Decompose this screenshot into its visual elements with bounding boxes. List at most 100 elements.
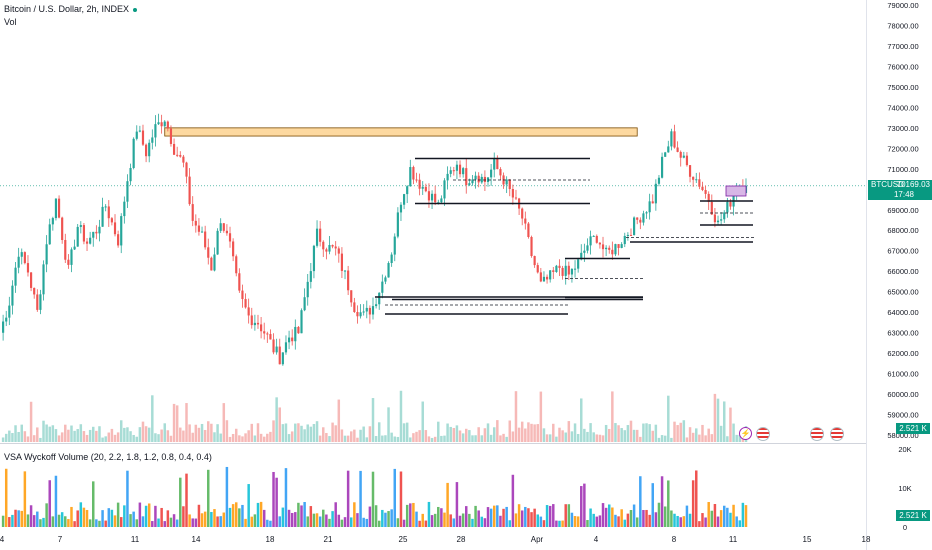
us-flag-event-icon[interactable] — [810, 427, 824, 441]
candle-body — [660, 156, 664, 178]
wyckoff-bar — [64, 516, 67, 527]
wyckoff-bar — [520, 510, 524, 527]
candle-body — [135, 131, 138, 139]
us-flag-event-icon[interactable] — [756, 427, 770, 441]
candle-body — [620, 244, 623, 248]
volume-area — [1, 390, 748, 442]
volume-bar — [315, 421, 319, 442]
volume-bar — [405, 422, 409, 442]
wyckoff-bar — [79, 502, 83, 527]
volume-bar — [583, 428, 586, 442]
wyckoff-bar — [732, 504, 735, 527]
wyckoff-bar — [601, 503, 605, 527]
wyckoff-bar — [632, 504, 636, 527]
wyckoff-bar — [172, 514, 176, 527]
candle-body — [679, 151, 682, 158]
volume-bar — [477, 427, 480, 442]
candle-body — [390, 254, 393, 264]
volume-bar — [433, 436, 437, 442]
volume-bar — [424, 430, 428, 442]
volume-bar — [297, 423, 300, 442]
candle-body — [701, 186, 704, 191]
wyckoff-bar — [527, 508, 530, 527]
candle-body — [154, 124, 157, 138]
candle-body — [232, 241, 235, 257]
symbol-title[interactable]: Bitcoin / U.S. Dollar, 2h, INDEX — [4, 4, 130, 14]
candle-body — [76, 226, 79, 247]
candle-body — [474, 175, 477, 180]
wyckoff-bar — [642, 510, 645, 527]
wyckoff-bar — [374, 505, 378, 527]
wyckoff-bar — [573, 516, 577, 527]
candle-body — [241, 290, 244, 300]
wyckoff-bar — [409, 503, 412, 527]
volume-label[interactable]: Vol — [4, 17, 17, 27]
wyckoff-bar — [17, 510, 20, 527]
wyckoff-bar — [259, 501, 263, 527]
wyckoff-bar — [306, 516, 309, 527]
volume-bar — [359, 429, 362, 442]
wyckoff-bar — [607, 504, 611, 527]
volume-bar — [60, 432, 64, 442]
volume-bar — [247, 430, 250, 442]
candle-body — [496, 158, 499, 170]
candle-body — [605, 247, 608, 250]
candle-body — [378, 292, 381, 305]
candle-body — [601, 244, 605, 250]
volume-bar — [377, 422, 381, 442]
wyckoff-bar — [318, 516, 322, 527]
volume-bar — [287, 434, 291, 442]
volume-bar — [262, 436, 266, 442]
volume-bar — [179, 427, 182, 442]
volume-bar — [11, 433, 14, 442]
time-tick-label: 25 — [399, 535, 408, 544]
volume-bar — [51, 425, 55, 442]
volume-bar — [67, 429, 70, 442]
candle-body — [729, 201, 732, 207]
wyckoff-bar — [564, 504, 567, 527]
volume-bar — [604, 424, 608, 442]
candle-body — [213, 254, 216, 271]
candle-body — [573, 268, 577, 270]
wyckoff-bar — [256, 502, 260, 527]
candle-body — [222, 223, 225, 231]
price-tick-label: 60000.00 — [887, 390, 918, 399]
wyckoff-bar — [266, 519, 269, 527]
candle-body — [36, 294, 39, 310]
volume-value: 2.521 K — [899, 424, 927, 433]
candle-body — [48, 224, 51, 245]
time-tick-label: Apr — [531, 535, 544, 544]
volume-bar — [642, 423, 645, 442]
volume-bar — [421, 401, 424, 442]
wyckoff-bar — [39, 519, 42, 527]
wyckoff-bar — [322, 509, 325, 527]
wyckoff-bar — [356, 513, 359, 527]
wyckoff-bar — [284, 468, 288, 527]
volume-bar — [337, 399, 341, 442]
wyckoff-bar — [275, 477, 278, 527]
candle-body — [26, 263, 30, 273]
lightning-event-icon[interactable]: ⚡ — [739, 427, 752, 440]
volume-bar — [461, 433, 465, 442]
candle-body — [110, 218, 113, 223]
volume-bar — [374, 436, 378, 442]
wyckoff-bar — [113, 515, 117, 527]
volume-bar — [20, 424, 24, 442]
candle-body — [667, 146, 670, 153]
wyckoff-bar — [175, 519, 179, 527]
candle-body — [266, 333, 269, 335]
volume-bar — [710, 434, 714, 442]
us-flag-event-icon[interactable] — [830, 427, 844, 441]
candle-body — [204, 231, 207, 248]
wyckoff-bar — [179, 477, 182, 527]
candle-body — [303, 297, 306, 311]
volume-bar — [64, 424, 67, 442]
wyckoff-title[interactable]: VSA Wyckoff Volume (20, 2.2, 1.8, 1.2, 0… — [4, 452, 212, 462]
wyckoff-bar — [589, 508, 592, 527]
volume-bar — [272, 420, 275, 442]
volume-bar — [175, 405, 179, 442]
candle-body — [42, 264, 45, 295]
time-tick-label: 21 — [324, 535, 333, 544]
volume-bar — [266, 433, 269, 442]
